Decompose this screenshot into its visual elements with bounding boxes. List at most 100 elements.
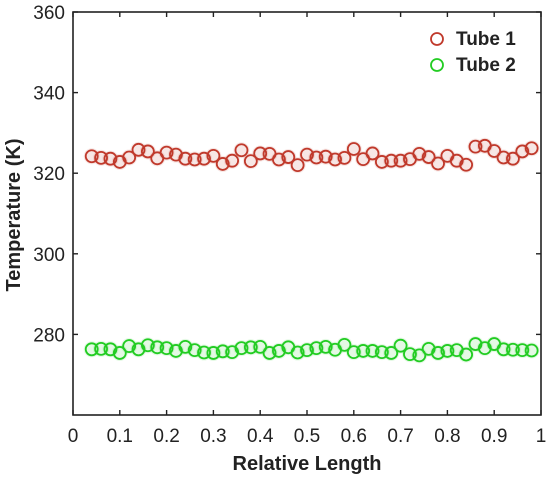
legend-marker-tube-1 bbox=[430, 32, 444, 46]
scatter-points-blur-layer bbox=[83, 137, 540, 364]
data-point-tube-2 bbox=[403, 347, 417, 362]
data-point-tube-1 bbox=[468, 139, 483, 154]
data-point-tube-1 bbox=[225, 153, 240, 168]
x-tick-label: 0.5 bbox=[294, 426, 320, 447]
data-point-tube-2 bbox=[150, 340, 165, 355]
data-point-tube-1 bbox=[84, 149, 99, 164]
data-point-tube-2 bbox=[243, 340, 258, 355]
data-point-tube-2 bbox=[178, 339, 193, 354]
data-point-tube-2 bbox=[440, 344, 455, 358]
data-point-tube-2 bbox=[318, 339, 333, 354]
data-point-tube-1 bbox=[234, 143, 249, 158]
y-axis-title: Temperature (K) bbox=[3, 139, 25, 292]
data-point-tube-1 bbox=[337, 150, 352, 165]
data-point-tube-2 bbox=[365, 344, 380, 358]
data-point-tube-2 bbox=[206, 346, 221, 360]
legend-label-tube-1: Tube 1 bbox=[456, 29, 516, 50]
y-tick-label: 300 bbox=[33, 245, 65, 266]
y-tick-label: 320 bbox=[33, 164, 65, 185]
data-point-tube-2 bbox=[187, 343, 202, 358]
data-point-tube-2 bbox=[112, 346, 127, 360]
data-point-tube-1 bbox=[487, 144, 502, 158]
x-axis-title: Relative Length bbox=[233, 453, 382, 475]
data-point-tube-1 bbox=[431, 156, 445, 171]
data-point-tube-1 bbox=[103, 151, 118, 166]
data-point-tube-2 bbox=[300, 343, 314, 358]
x-tick-label: 0.7 bbox=[387, 426, 413, 447]
data-point-tube-2 bbox=[459, 347, 474, 362]
data-point-tube-2 bbox=[84, 342, 99, 357]
data-point-tube-1 bbox=[197, 151, 211, 166]
data-point-tube-2 bbox=[337, 337, 352, 352]
data-point-tube-2 bbox=[515, 343, 530, 358]
x-tick-label: 0.9 bbox=[481, 426, 507, 447]
x-tick-label: 0.4 bbox=[247, 426, 274, 447]
data-point-tube-1 bbox=[384, 153, 399, 168]
data-point-tube-2 bbox=[159, 341, 174, 356]
data-point-tube-1 bbox=[496, 150, 511, 165]
data-point-tube-1 bbox=[122, 150, 137, 165]
data-point-tube-2 bbox=[524, 343, 539, 358]
data-point-tube-1 bbox=[318, 149, 333, 164]
data-point-tube-2 bbox=[496, 342, 511, 357]
data-point-tube-1 bbox=[374, 155, 389, 169]
data-point-tube-1 bbox=[140, 144, 155, 159]
x-tick-label: 0.2 bbox=[153, 426, 179, 447]
data-point-tube-1 bbox=[515, 144, 530, 159]
data-point-tube-1 bbox=[281, 150, 296, 164]
data-point-tube-2 bbox=[412, 348, 427, 363]
data-point-tube-2 bbox=[140, 338, 155, 353]
data-point-tube-1 bbox=[159, 145, 174, 160]
data-point-tube-2 bbox=[234, 341, 249, 356]
x-tick-label: 1 bbox=[536, 426, 547, 447]
data-point-tube-2 bbox=[356, 344, 371, 358]
scatter-points-layer bbox=[84, 138, 539, 363]
data-point-tube-1 bbox=[131, 142, 146, 157]
data-point-tube-1 bbox=[243, 154, 258, 169]
data-point-tube-2 bbox=[197, 345, 211, 360]
data-point-tube-1 bbox=[178, 151, 193, 166]
data-point-tube-1 bbox=[524, 141, 539, 156]
data-point-tube-2 bbox=[122, 339, 137, 353]
data-point-tube-1 bbox=[421, 150, 436, 164]
x-tick-label: 0.8 bbox=[434, 426, 460, 447]
data-point-tube-2 bbox=[262, 346, 277, 360]
data-point-tube-1 bbox=[253, 146, 268, 161]
x-tick-label: 0.3 bbox=[200, 426, 226, 447]
data-point-tube-1 bbox=[506, 151, 520, 166]
data-point-tube-1 bbox=[393, 153, 408, 168]
legend-marker-tube-2 bbox=[430, 58, 444, 72]
data-point-tube-1 bbox=[328, 152, 342, 167]
data-point-tube-1 bbox=[459, 157, 474, 172]
data-point-tube-1 bbox=[272, 152, 286, 167]
data-point-tube-1 bbox=[215, 157, 230, 171]
y-tick-label: 360 bbox=[33, 3, 65, 24]
y-tick-label: 280 bbox=[33, 325, 65, 346]
data-point-tube-2 bbox=[431, 346, 445, 360]
data-point-tube-1 bbox=[412, 146, 427, 161]
data-point-tube-1 bbox=[187, 152, 202, 167]
data-point-tube-1 bbox=[300, 147, 314, 162]
data-point-tube-1 bbox=[94, 150, 108, 165]
y-tick-label: 340 bbox=[33, 84, 65, 105]
x-tick-label: 0 bbox=[68, 426, 79, 447]
data-point-tube-2 bbox=[215, 344, 230, 359]
data-point-tube-2 bbox=[94, 342, 108, 356]
x-axis-ticks: 0 0.1 0.2 0.3 0.4 0.5 0.6 0.7 0.8 0.9 1 bbox=[68, 12, 547, 447]
data-point-tube-2 bbox=[253, 339, 268, 354]
data-point-tube-2 bbox=[384, 346, 399, 360]
data-point-tube-2 bbox=[103, 342, 118, 357]
data-point-tube-2 bbox=[309, 341, 324, 356]
data-point-tube-2 bbox=[374, 345, 389, 360]
data-point-tube-1 bbox=[346, 142, 361, 156]
data-point-tube-1 bbox=[365, 146, 380, 161]
data-point-tube-2 bbox=[506, 342, 520, 357]
data-point-tube-1 bbox=[290, 158, 305, 173]
data-point-tube-1 bbox=[206, 148, 221, 163]
data-point-tube-2 bbox=[290, 345, 305, 360]
legend: Tube 1 Tube 2 bbox=[430, 29, 516, 76]
x-tick-label: 0.1 bbox=[107, 426, 133, 447]
y-axis-ticks: 280 300 320 340 360 bbox=[33, 3, 541, 346]
data-point-tube-2 bbox=[346, 345, 361, 360]
